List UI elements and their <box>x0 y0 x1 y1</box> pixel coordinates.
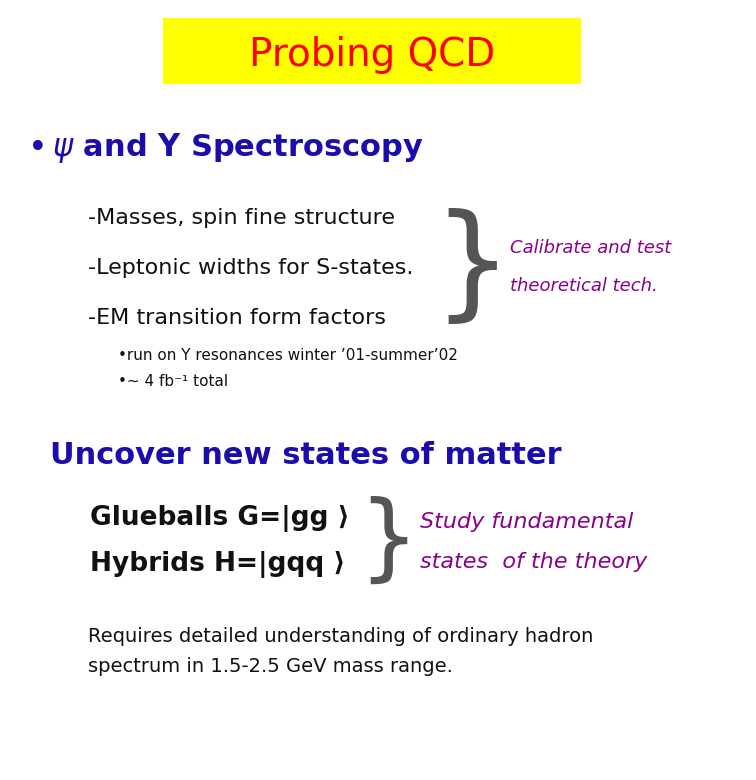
Text: }: } <box>358 495 418 587</box>
Text: -EM transition form factors: -EM transition form factors <box>88 308 386 328</box>
Text: Hybrids H=|gqq ⟩: Hybrids H=|gqq ⟩ <box>90 551 345 579</box>
Text: •∼ 4 fb⁻¹ total: •∼ 4 fb⁻¹ total <box>118 374 228 389</box>
Text: $\psi$ and Υ Spectroscopy: $\psi$ and Υ Spectroscopy <box>52 131 423 165</box>
Text: states  of the theory: states of the theory <box>420 551 647 572</box>
Text: •: • <box>28 132 48 165</box>
Text: -Leptonic widths for S-states.: -Leptonic widths for S-states. <box>88 258 414 278</box>
Text: Uncover new states of matter: Uncover new states of matter <box>50 441 562 470</box>
Text: theoretical tech.: theoretical tech. <box>510 277 658 295</box>
Text: Calibrate and test: Calibrate and test <box>510 239 671 257</box>
Text: Study fundamental: Study fundamental <box>420 512 634 531</box>
Text: •run on Υ resonances winter ’01-summer’02: •run on Υ resonances winter ’01-summer’0… <box>118 348 458 363</box>
Text: Glueballs G=|gg ⟩: Glueballs G=|gg ⟩ <box>90 505 349 531</box>
Text: }: } <box>432 207 512 328</box>
FancyBboxPatch shape <box>163 18 581 84</box>
Text: spectrum in 1.5-2.5 GeV mass range.: spectrum in 1.5-2.5 GeV mass range. <box>88 657 453 675</box>
Text: -Masses, spin fine structure: -Masses, spin fine structure <box>88 208 395 228</box>
Text: Probing QCD: Probing QCD <box>249 36 495 74</box>
Text: Requires detailed understanding of ordinary hadron: Requires detailed understanding of ordin… <box>88 627 593 647</box>
